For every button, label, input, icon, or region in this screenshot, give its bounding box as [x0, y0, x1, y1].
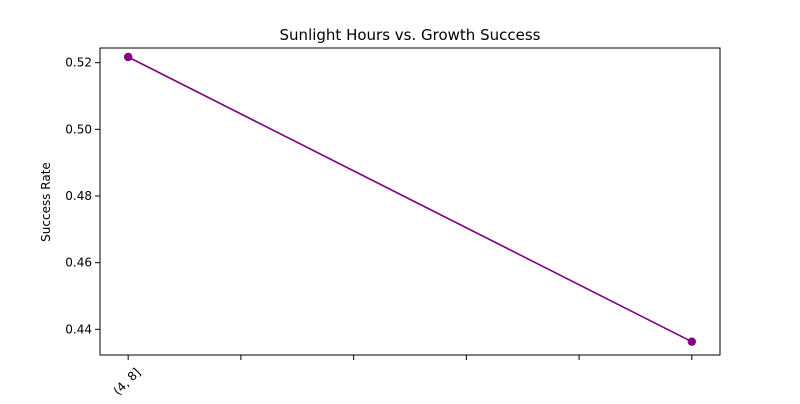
y-tick-label: 0.48	[65, 189, 92, 203]
plot-area-frame	[99, 47, 721, 356]
plot-markers	[123, 52, 697, 346]
chart-title: Sunlight Hours vs. Growth Success	[280, 26, 541, 44]
y-tick-label: 0.50	[65, 122, 92, 136]
y-axis-ticks: 0.44 0.46 0.48 0.50 0.52	[65, 56, 100, 336]
data-point-marker	[687, 337, 697, 346]
y-tick-label: 0.46	[65, 256, 92, 270]
y-tick-label: 0.44	[65, 322, 92, 336]
series-line	[127, 56, 693, 343]
data-point-marker	[123, 52, 133, 62]
y-tick-label: 0.52	[65, 56, 92, 70]
plot-lines	[127, 56, 693, 343]
y-axis-label: Success Rate	[39, 162, 53, 242]
